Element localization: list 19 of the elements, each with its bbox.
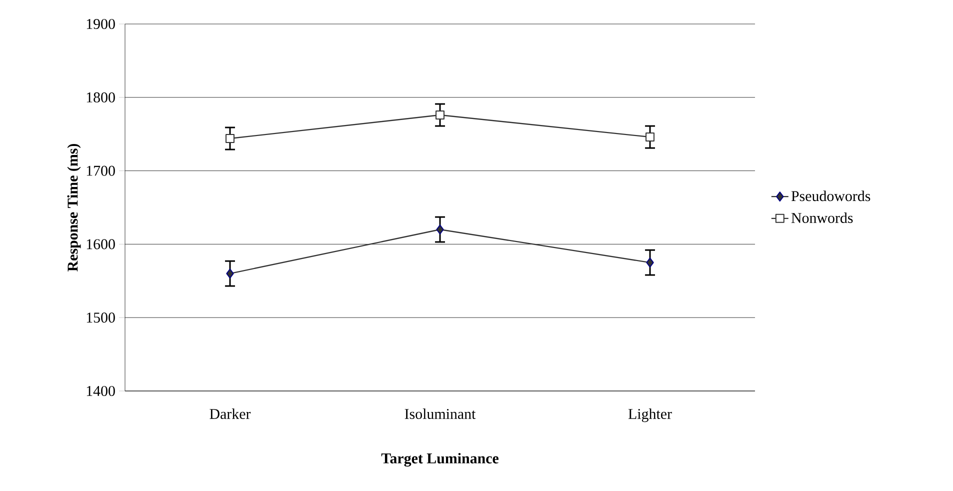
y-tick-label: 1500 [86, 312, 115, 323]
y-tick-label: 1400 [86, 386, 115, 396]
y-axis-title: Response Time (ms) [67, 144, 81, 272]
point [226, 134, 234, 143]
point [436, 224, 444, 234]
x-tick-label: Darker [210, 408, 251, 420]
point [646, 258, 654, 268]
y-tick-label: 1900 [86, 18, 115, 30]
point [226, 268, 234, 279]
legend-label: Nonwords [791, 212, 853, 223]
x-tick-label: Lighter [628, 408, 672, 422]
y-tick-label: 1700 [86, 166, 115, 176]
point [436, 110, 444, 120]
y-tick-label: 1600 [86, 239, 115, 250]
legend-label: Pseudowords [791, 190, 870, 202]
x-tick-label: Isoluminant [404, 408, 476, 420]
y-tick-label: 1800 [86, 92, 115, 102]
point [646, 132, 654, 142]
x-axis-title: Target Luminance [381, 452, 498, 467]
